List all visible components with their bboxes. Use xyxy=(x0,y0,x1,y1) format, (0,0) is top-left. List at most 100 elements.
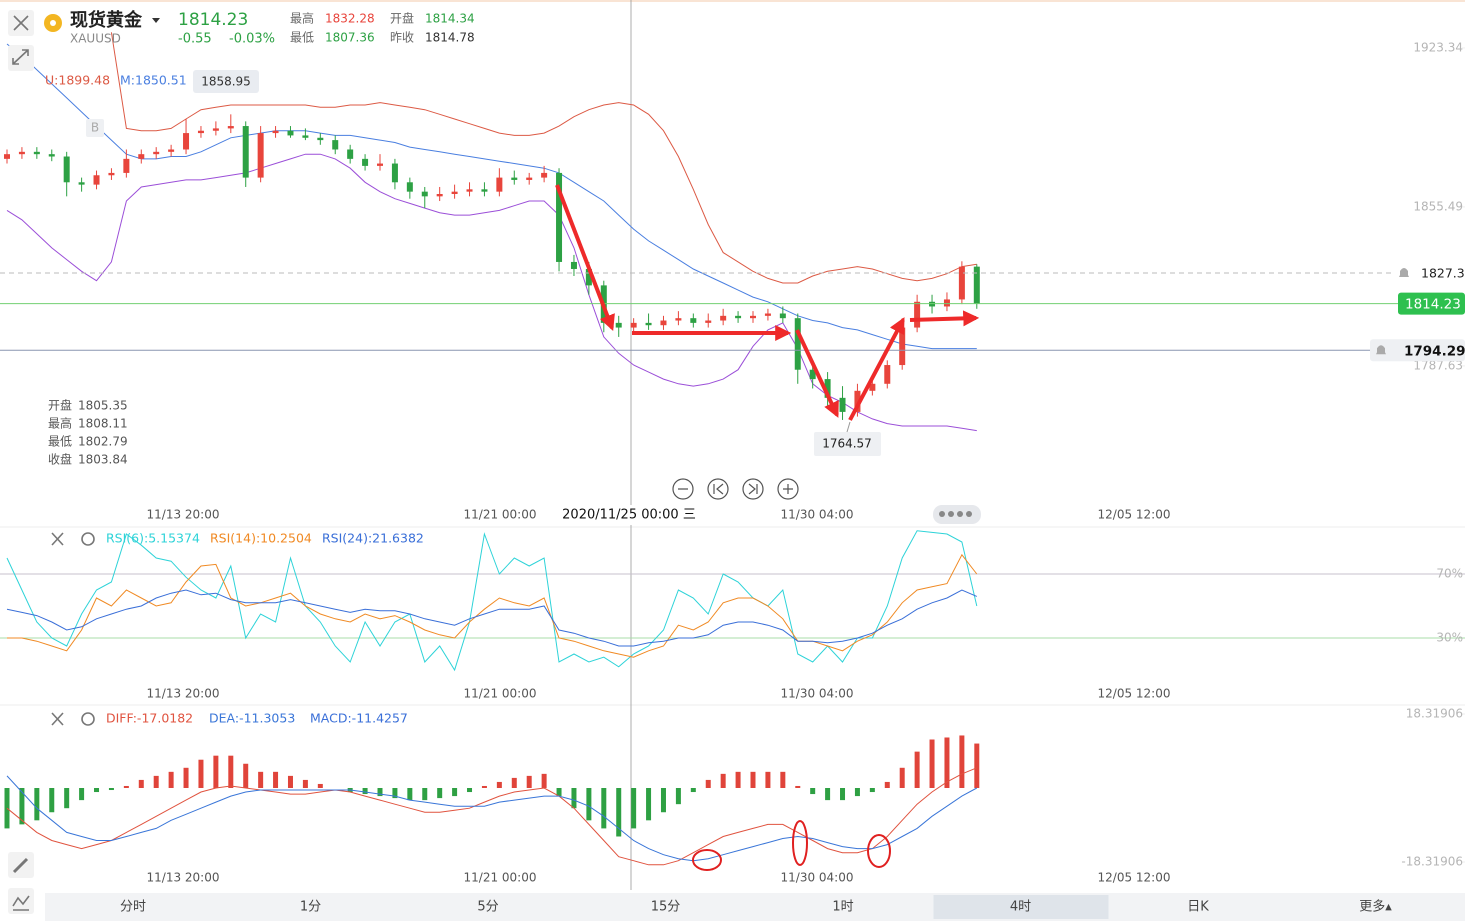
symbol: XAUUSD xyxy=(70,32,121,46)
macd-bar xyxy=(64,788,70,809)
ohlc-label: 收盘 xyxy=(48,452,72,467)
candle-body xyxy=(570,261,577,269)
candle-body xyxy=(705,320,712,323)
macd-bar xyxy=(392,788,398,799)
scroll-dots[interactable] xyxy=(933,505,981,524)
candle-body xyxy=(511,177,518,180)
macd-bar xyxy=(183,767,189,788)
y-tick-label: 1923.34 xyxy=(1413,40,1463,54)
dropdown-arrow[interactable] xyxy=(152,18,160,23)
macd-bar xyxy=(168,771,174,788)
macd-bar xyxy=(302,779,308,788)
time-label: 12/05 12:00 xyxy=(1098,871,1171,885)
macd-bar xyxy=(452,788,458,797)
macd-bar xyxy=(780,771,786,788)
price-tag xyxy=(1398,292,1465,315)
ohlc-value: 1808.11 xyxy=(78,417,128,431)
rsi-settings[interactable] xyxy=(81,532,95,546)
macd-bar xyxy=(720,773,726,788)
stat-label: 昨收 xyxy=(390,31,414,45)
candle-body xyxy=(973,266,980,304)
candle-body xyxy=(451,191,458,195)
macd-bar xyxy=(571,788,577,809)
candle-body xyxy=(764,313,771,316)
candle-body xyxy=(332,140,339,150)
candle-body xyxy=(735,315,742,319)
candle-body xyxy=(347,149,354,159)
legend-entry: MACD:-11.4257 xyxy=(310,711,408,726)
macd-bar xyxy=(854,788,860,797)
macd-bar xyxy=(79,788,85,801)
macd-line xyxy=(6,767,977,866)
candle-body xyxy=(377,163,383,166)
macd-bar xyxy=(138,779,144,788)
stat-label: 最低 xyxy=(290,31,314,45)
macd-bar xyxy=(243,763,249,788)
candle-body xyxy=(227,126,234,129)
candle-body xyxy=(33,151,40,155)
shrink-button[interactable] xyxy=(8,45,34,71)
price-tag-label: 1794.29 xyxy=(1404,343,1465,359)
rsi-line xyxy=(6,589,977,647)
candle-body xyxy=(4,154,10,159)
gold-icon-dot xyxy=(50,20,56,26)
tabs: 分时 1分 5分 15分 1时 4时 日K 更多▴ xyxy=(120,895,1392,919)
candle-body xyxy=(153,151,160,155)
macd-settings[interactable] xyxy=(81,712,95,726)
ohlc-label: 最高 xyxy=(48,416,72,431)
band-line xyxy=(6,43,977,350)
time-label: 12/05 12:00 xyxy=(1098,687,1171,701)
tab[interactable]: 5分 xyxy=(477,900,498,915)
legend-entry: M:1850.51 xyxy=(120,73,187,88)
candle-body xyxy=(541,172,548,178)
stat-label: 开盘 xyxy=(390,11,414,26)
candle-body xyxy=(690,318,697,323)
macd-bar xyxy=(377,788,383,797)
price-tag-label: 1814.23 xyxy=(1405,297,1461,313)
candle-body xyxy=(750,315,756,319)
candle-body xyxy=(212,128,219,131)
candle-body xyxy=(138,154,145,159)
candle-body xyxy=(615,322,622,328)
ohlc-value: 1805.35 xyxy=(78,399,128,413)
tab[interactable]: 分时 xyxy=(120,900,146,915)
candle-body xyxy=(317,137,324,141)
close-rsi[interactable] xyxy=(51,532,64,546)
macd-bar xyxy=(869,788,875,793)
bell-icon xyxy=(1399,267,1409,277)
macd-bar xyxy=(526,775,532,788)
macd-bar xyxy=(19,788,25,825)
candle-body xyxy=(660,320,667,326)
time-label: 11/13 20:00 xyxy=(147,871,220,885)
macd-bar xyxy=(34,788,40,821)
candle-body xyxy=(168,149,175,152)
stat-value: 1832.28 xyxy=(325,12,375,26)
candle-body xyxy=(839,397,846,412)
candle-body xyxy=(421,191,428,197)
candle-body xyxy=(272,130,279,134)
pencil-icon xyxy=(12,857,29,874)
title: 现货黄金 xyxy=(70,9,143,31)
macd-bar xyxy=(601,788,607,829)
tab[interactable]: 15分 xyxy=(651,900,681,915)
tab[interactable]: 1时 xyxy=(832,900,853,915)
ohlc-label: 开盘 xyxy=(48,398,72,413)
zoom-controls[interactable] xyxy=(672,478,799,500)
tab[interactable]: 日K xyxy=(1187,900,1209,915)
time-label: 11/30 04:00 xyxy=(781,871,854,885)
macd-bar xyxy=(795,785,801,788)
macd-bar xyxy=(228,755,234,788)
tab[interactable]: 4时 xyxy=(1010,900,1031,915)
candle-body xyxy=(183,133,190,150)
ohlc-value: 1803.84 xyxy=(78,453,128,467)
tab[interactable]: 更多▴ xyxy=(1359,899,1392,915)
low-annotation: 1764.57 xyxy=(822,437,872,451)
legend-entry: DIFF:-17.0182 xyxy=(106,711,193,726)
crosshair-label: 2020/11/25 00:00 三 xyxy=(562,508,696,523)
y-tick-label: -18.31906 xyxy=(1401,855,1463,869)
ohlc-value: 1802.79 xyxy=(78,435,128,449)
tab[interactable]: 1分 xyxy=(300,900,321,915)
candle-body xyxy=(854,390,861,412)
close-macd[interactable] xyxy=(51,712,64,726)
time-label: 11/21 00:00 xyxy=(464,871,537,885)
